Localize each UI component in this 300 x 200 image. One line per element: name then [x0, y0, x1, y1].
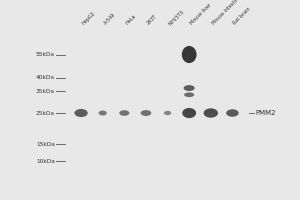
Text: 10kDa: 10kDa [36, 159, 55, 164]
Text: Rat brain: Rat brain [232, 7, 252, 26]
Text: PMM2: PMM2 [255, 110, 275, 116]
Text: 15kDa: 15kDa [36, 142, 55, 147]
Ellipse shape [184, 85, 195, 91]
Text: 55kDa: 55kDa [36, 52, 55, 57]
Ellipse shape [204, 108, 218, 118]
Text: NIH/3T3: NIH/3T3 [168, 8, 185, 26]
Text: 293T: 293T [146, 14, 158, 26]
Text: Mouse intestine: Mouse intestine [211, 0, 242, 26]
Text: HeLa: HeLa [124, 14, 137, 26]
Text: A-549: A-549 [103, 12, 116, 26]
Ellipse shape [74, 109, 88, 117]
Ellipse shape [184, 92, 194, 97]
Ellipse shape [182, 108, 196, 118]
Ellipse shape [119, 110, 129, 116]
Ellipse shape [141, 110, 151, 116]
Text: 35kDa: 35kDa [36, 89, 55, 94]
Text: HepG2: HepG2 [81, 11, 97, 26]
Text: Mouse liver: Mouse liver [189, 3, 213, 26]
Ellipse shape [182, 46, 196, 63]
Ellipse shape [226, 109, 239, 117]
Text: 40kDa: 40kDa [36, 75, 55, 80]
Ellipse shape [99, 111, 107, 116]
Ellipse shape [164, 111, 171, 115]
Text: 25kDa: 25kDa [36, 111, 55, 116]
